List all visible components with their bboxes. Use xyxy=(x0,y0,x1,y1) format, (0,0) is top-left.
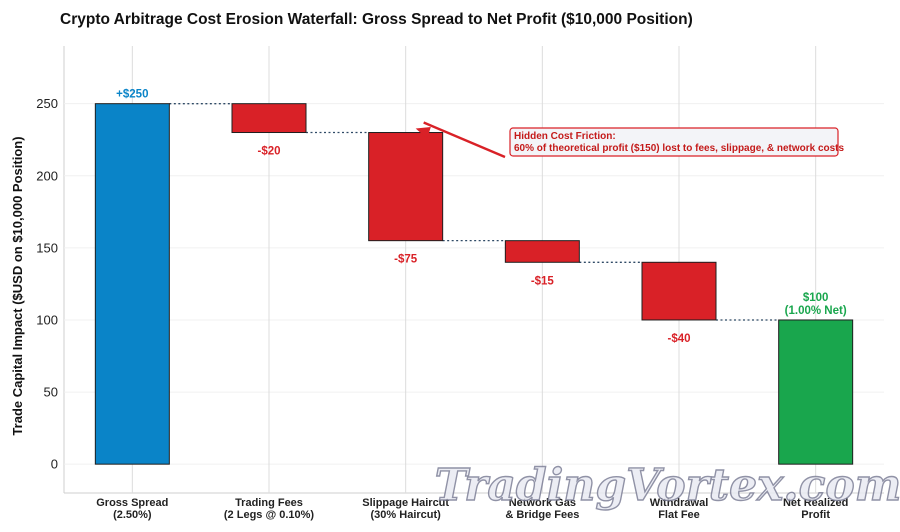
annotation-text: 60% of theoretical profit ($150) lost to… xyxy=(514,143,845,154)
annotation-text: Hidden Cost Friction: xyxy=(514,131,616,142)
value-label: -$40 xyxy=(667,333,690,345)
x-tick-label: Gross Spread xyxy=(96,497,168,509)
bar-net xyxy=(778,319,854,465)
y-axis-ticks: 0 50 100 150 200 250 xyxy=(36,96,58,471)
annotation-arrow xyxy=(423,121,506,159)
x-tick-label: Profit xyxy=(801,509,830,521)
horizontal-gridlines xyxy=(64,103,884,465)
x-tick-label: Withdrawal xyxy=(650,497,709,509)
value-label: -$15 xyxy=(531,275,555,287)
arrowhead xyxy=(415,127,431,139)
x-tick-label: (2 Legs @ 0.10%) xyxy=(224,509,315,521)
x-tick-label: Flat Fee xyxy=(658,509,700,521)
x-tick-label: Slippage Haircut xyxy=(362,497,449,509)
bar-decrease xyxy=(641,261,717,321)
x-tick-label: & Bridge Fees xyxy=(505,509,579,521)
bar-total xyxy=(94,103,170,465)
y-tick-label: 250 xyxy=(36,96,58,111)
annotation: Hidden Cost Friction:60% of theoretical … xyxy=(415,121,845,159)
connector-lines xyxy=(169,103,779,321)
y-tick-label: 150 xyxy=(36,240,58,255)
value-labels: +$250 -$20 -$75 -$15 -$40 $100(1.00% Net) xyxy=(116,89,847,345)
y-axis-label: Trade Capital Impact ($USD on $10,000 Po… xyxy=(10,136,25,435)
value-label: $100 xyxy=(803,292,829,304)
chart-title: Crypto Arbitrage Cost Erosion Waterfall:… xyxy=(60,11,693,28)
x-tick-label: (2.50%) xyxy=(113,509,152,521)
value-label: (1.00% Net) xyxy=(785,305,847,317)
plot-frame xyxy=(63,46,884,494)
y-tick-label: 100 xyxy=(36,312,58,327)
bar-decrease xyxy=(231,103,307,134)
x-tick-label: Network Gas xyxy=(509,497,576,509)
y-tick-label: 0 xyxy=(51,457,58,472)
x-tick-label: Net Realized xyxy=(783,497,848,509)
value-label: -$20 xyxy=(257,146,280,158)
x-tick-label: Trading Fees xyxy=(235,497,303,509)
waterfall-bars xyxy=(94,103,854,465)
value-label: +$250 xyxy=(116,89,148,101)
watermark-logo: TradingVortex.com xyxy=(435,460,900,511)
x-tick-label: (30% Haircut) xyxy=(371,509,442,521)
y-tick-label: 200 xyxy=(36,168,58,183)
bar-decrease xyxy=(504,240,580,263)
bar-decrease xyxy=(368,132,444,242)
x-axis-ticks: Gross Spread(2.50%) Trading Fees(2 Legs @… xyxy=(96,497,848,521)
annotation-box xyxy=(509,127,839,157)
y-tick-label: 50 xyxy=(44,385,58,400)
value-label: -$75 xyxy=(394,254,418,266)
